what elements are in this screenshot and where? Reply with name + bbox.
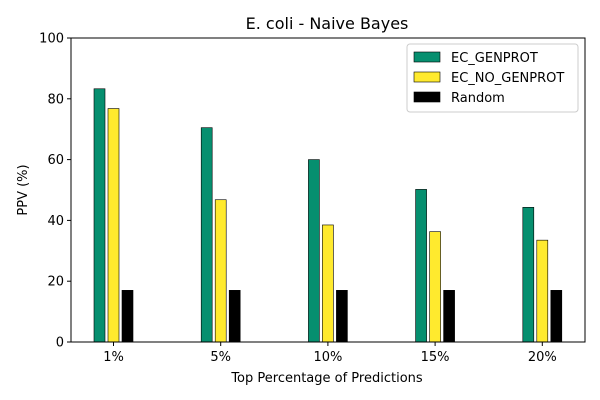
bar-ec-genprot-4 — [522, 207, 535, 343]
chart-title: E. coli - Naive Bayes — [246, 14, 409, 33]
legend-box — [406, 43, 579, 113]
bar-ec-genprot-1 — [200, 127, 213, 343]
y-tick-label: 80 — [47, 92, 64, 107]
bars-group — [93, 88, 563, 343]
y-tick-label: 20 — [47, 275, 64, 290]
x-tick-label: 5% — [210, 350, 231, 365]
legend-label: EC_GENPROT — [451, 51, 538, 66]
x-tick-label: 15% — [421, 350, 450, 365]
bar-random-0 — [121, 290, 134, 343]
bar-ec-genprot-3 — [415, 189, 427, 343]
bar-random-1 — [228, 290, 241, 343]
y-axis-label: PPV (%) — [16, 164, 31, 215]
bar-ec-genprot-2 — [308, 159, 320, 343]
legend-label: EC_NO_GENPROT — [451, 71, 564, 86]
x-tick-label: 10% — [313, 350, 342, 365]
axes-group: 0 20 40 60 80 100 1% 5% 10% 15% 20% — [39, 32, 586, 365]
bar-ec-no-genprot-0 — [107, 108, 120, 343]
bar-random-3 — [443, 290, 455, 343]
bar-ec-no-genprot-4 — [536, 239, 549, 343]
legend-swatch-random — [413, 91, 441, 103]
bar-ec-no-genprot-3 — [429, 231, 441, 343]
y-tick-label: 60 — [47, 153, 64, 168]
bar-ec-no-genprot-1 — [214, 199, 227, 343]
y-tick-label: 40 — [47, 214, 64, 229]
bar-random-4 — [550, 290, 563, 343]
legend-swatch-ec-no-genprot — [413, 71, 441, 83]
x-axis-label: Top Percentage of Predictions — [230, 371, 423, 386]
bar-random-2 — [336, 290, 348, 343]
x-tick-label: 20% — [528, 350, 557, 365]
bar-ec-no-genprot-2 — [322, 224, 334, 343]
legend-label: Random — [451, 91, 505, 106]
x-tick-label: 1% — [103, 350, 124, 365]
legend-swatch-ec-genprot — [413, 51, 441, 63]
y-tick-label: 0 — [56, 336, 64, 351]
y-tick-label: 100 — [39, 32, 64, 47]
bar-ec-genprot-0 — [93, 88, 106, 343]
legend: EC_GENPROT EC_NO_GENPROT Random — [406, 43, 579, 113]
